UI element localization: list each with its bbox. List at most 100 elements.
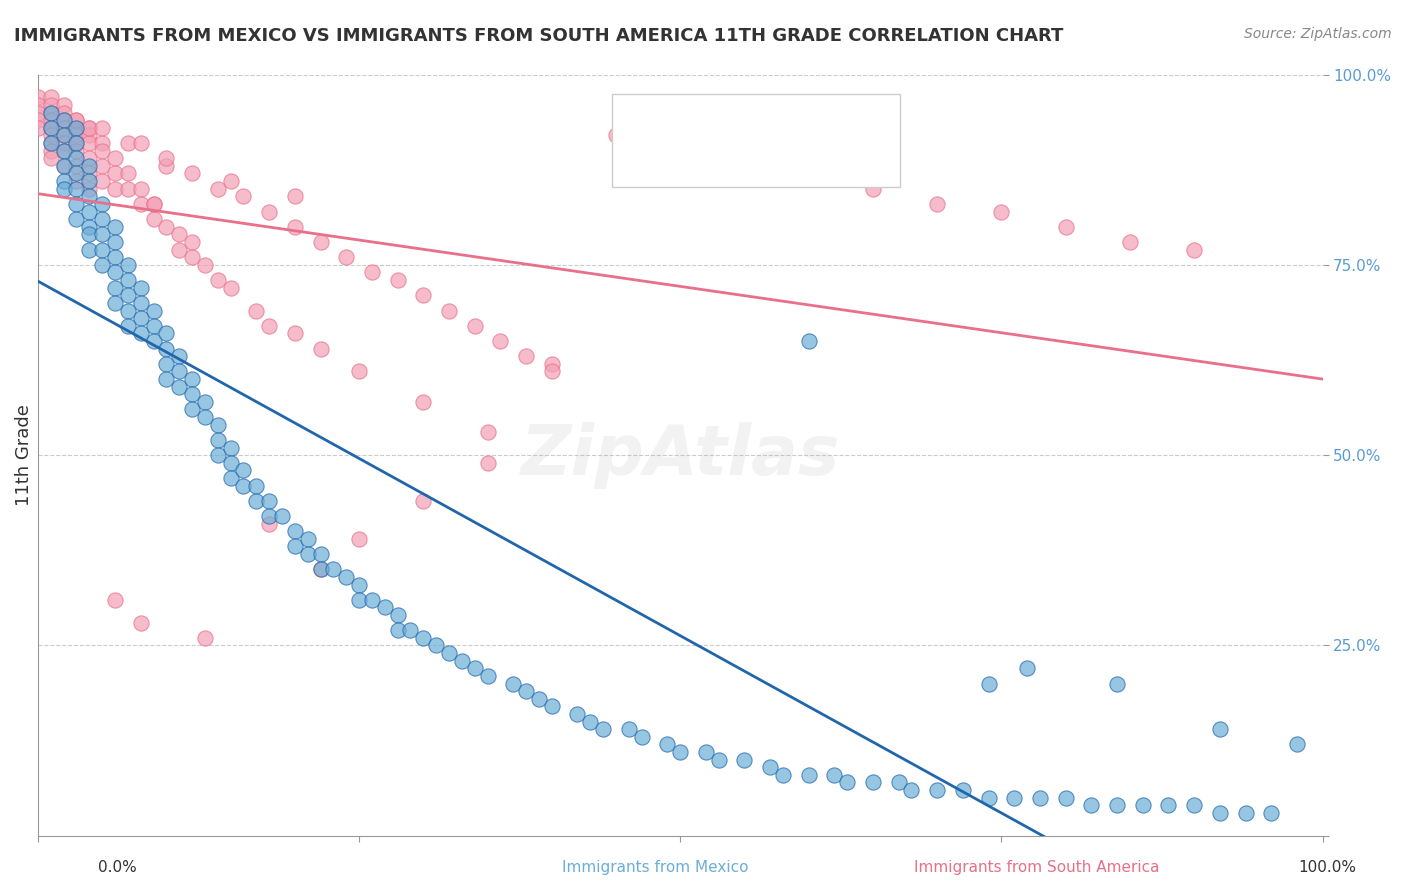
Point [257, 493, 280, 508]
Point [77, 182, 100, 196]
Point [117, 288, 139, 302]
Point [527, 691, 550, 706]
Point [837, 775, 859, 789]
Point [219, 456, 242, 470]
Point [387, 273, 409, 287]
Point [412, 395, 434, 409]
Point [284, 219, 307, 234]
Point [129, 197, 152, 211]
Point [181, 166, 204, 180]
Point [142, 197, 165, 211]
Point [540, 699, 562, 714]
Text: Source: ZipAtlas.com: Source: ZipAtlas.com [1244, 27, 1392, 41]
Point [219, 280, 242, 294]
Point [52, 136, 75, 150]
Point [65, 182, 87, 196]
Point [39, 98, 62, 112]
Point [1002, 790, 1025, 805]
Point [77, 128, 100, 143]
Point [129, 615, 152, 630]
Point [515, 684, 537, 698]
Point [77, 166, 100, 180]
Point [309, 342, 332, 356]
Point [142, 197, 165, 211]
Point [91, 174, 114, 188]
Point [52, 120, 75, 135]
Point [464, 661, 486, 675]
Point [477, 669, 499, 683]
Point [27, 90, 49, 104]
Point [412, 288, 434, 302]
Point [52, 113, 75, 128]
Point [219, 174, 242, 188]
Point [167, 243, 190, 257]
Point [39, 144, 62, 158]
Point [309, 562, 332, 576]
Point [91, 243, 114, 257]
Point [412, 631, 434, 645]
Point [347, 592, 370, 607]
Text: R =  0.052    N = 107: R = 0.052 N = 107 [657, 145, 835, 163]
Point [27, 98, 49, 112]
Point [540, 357, 562, 371]
Point [77, 120, 100, 135]
Point [1209, 805, 1232, 820]
Point [464, 318, 486, 333]
Point [245, 478, 267, 492]
Point [399, 624, 422, 638]
Point [52, 159, 75, 173]
Point [91, 144, 114, 158]
Point [309, 235, 332, 249]
Point [1234, 805, 1257, 820]
Point [759, 760, 782, 774]
Point [1182, 243, 1205, 257]
Point [155, 159, 177, 173]
Point [142, 212, 165, 227]
Point [617, 722, 640, 736]
Point [657, 738, 679, 752]
Text: ■: ■ [628, 107, 648, 127]
Point [77, 174, 100, 188]
Point [1105, 798, 1128, 813]
Point [412, 493, 434, 508]
Point [52, 174, 75, 188]
Point [104, 182, 127, 196]
Point [271, 509, 294, 524]
Point [117, 166, 139, 180]
Point [181, 372, 204, 386]
Point [181, 402, 204, 417]
Point [39, 128, 62, 143]
Point [257, 204, 280, 219]
Point [1157, 798, 1180, 813]
Point [104, 280, 127, 294]
Point [927, 197, 949, 211]
Point [515, 349, 537, 363]
Point [669, 144, 692, 158]
Point [52, 128, 75, 143]
Point [129, 136, 152, 150]
Point [977, 676, 1000, 690]
Point [104, 166, 127, 180]
Point [129, 311, 152, 326]
Point [167, 379, 190, 393]
Point [65, 136, 87, 150]
Point [257, 509, 280, 524]
Point [77, 120, 100, 135]
Text: Immigrants from South America: Immigrants from South America [914, 861, 1160, 875]
Point [104, 235, 127, 249]
Point [1105, 676, 1128, 690]
Point [52, 159, 75, 173]
Point [335, 570, 357, 584]
Point [797, 334, 820, 348]
Point [695, 745, 717, 759]
Point [374, 600, 396, 615]
Point [142, 303, 165, 318]
Point [77, 159, 100, 173]
Point [887, 775, 910, 789]
Point [797, 768, 820, 782]
Point [605, 128, 627, 143]
Point [245, 303, 267, 318]
Point [347, 577, 370, 591]
Point [477, 425, 499, 440]
Point [104, 265, 127, 279]
